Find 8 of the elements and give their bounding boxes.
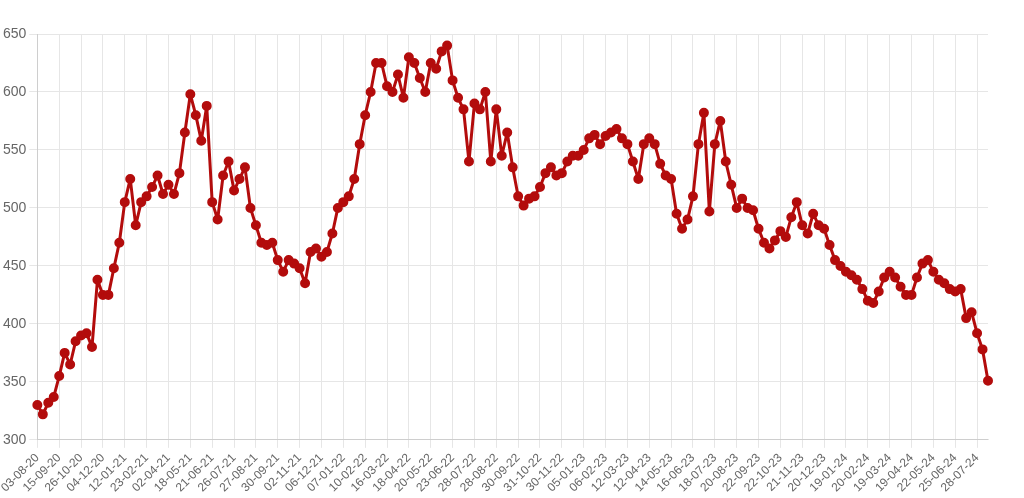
y-tick-label: 600: [3, 82, 27, 99]
y-tick-label: 550: [3, 140, 27, 157]
y-tick-label: 300: [3, 430, 27, 447]
y-tick-label: 400: [3, 314, 27, 331]
y-tick-label: 450: [3, 256, 27, 273]
y-tick-label: 500: [3, 198, 27, 215]
y-tick-label: 350: [3, 372, 27, 389]
y-tick-label: 650: [3, 24, 27, 41]
